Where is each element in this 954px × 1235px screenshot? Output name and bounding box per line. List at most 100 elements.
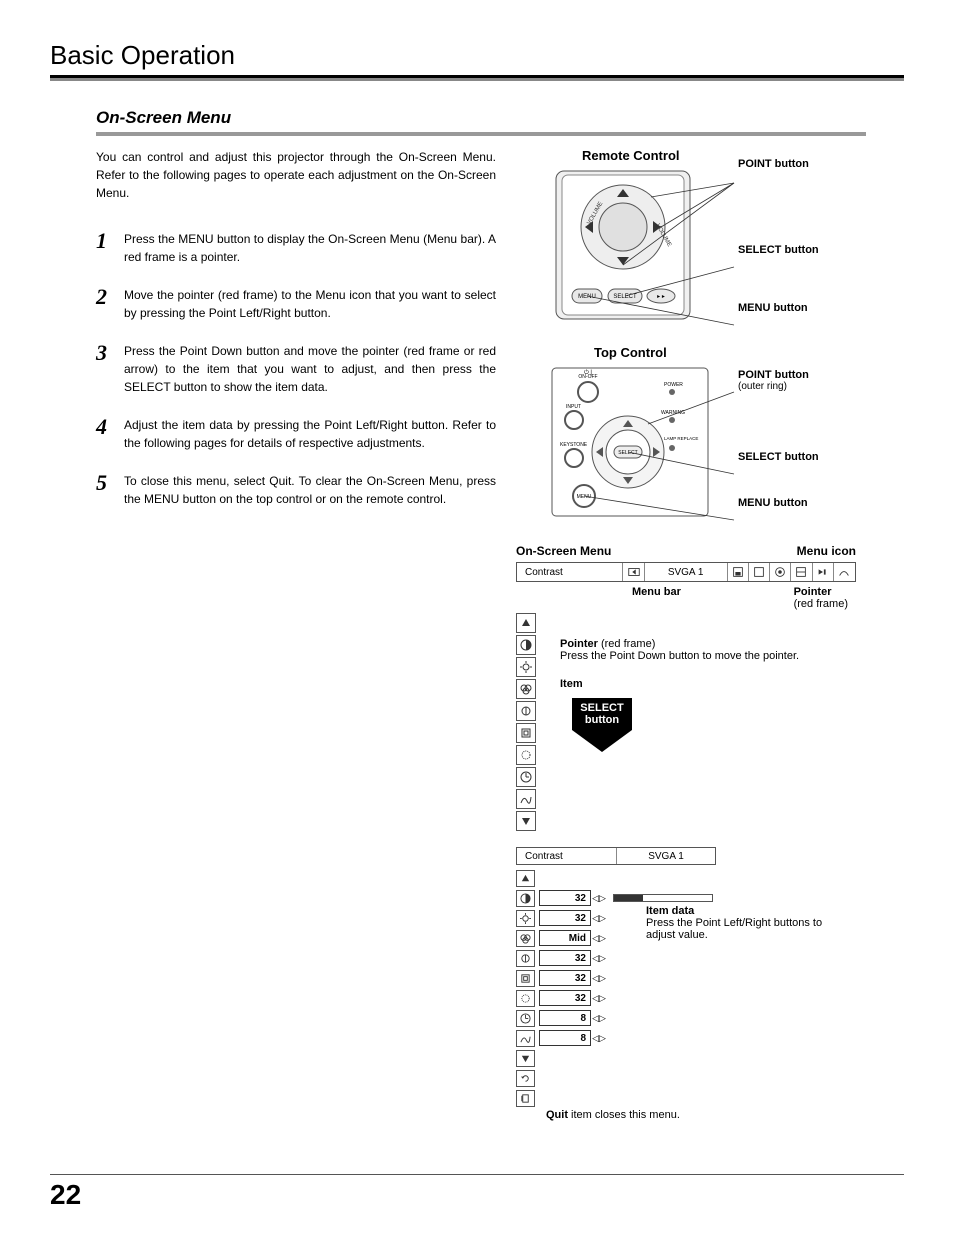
data-row-up [516,869,856,887]
svg-text:INPUT: INPUT [566,404,581,410]
value-box: 32 [539,950,591,966]
spinner-icon: ◁▷ [591,930,607,946]
item-data-text: Press the Point Left/Right buttons to ad… [646,917,822,941]
top-title: Top Control [594,345,856,360]
top-select-label: SELECT button [738,451,819,463]
pointer-note-label: Pointer [560,638,598,650]
svg-text:SELECT: SELECT [618,450,637,456]
side-icon-column [516,613,536,833]
menubar-icon-6 [834,563,855,581]
menu-bar-2: Contrast SVGA 1 [516,847,716,865]
remote-control-diagram: Remote Control VOLUME VOLUME MENU SELECT [516,148,856,327]
step-text: Adjust the item data by pressing the Poi… [124,416,496,452]
contrast-icon [516,635,536,655]
select-button-graphic: SELECT button [572,698,632,730]
value-box: 32 [539,890,591,906]
menubar-icon-4 [791,563,812,581]
svg-text:POWER: POWER [664,382,683,388]
menubar-label: Menu bar [632,586,681,610]
up-icon [516,870,535,887]
contrast-icon [516,890,535,907]
spinner-icon: ◁▷ [591,950,607,966]
value-box: 8 [539,1030,591,1046]
osm-area: On-Screen Menu Menu icon Contrast SVGA 1… [516,544,856,1121]
data-row-hpos: 8◁▷ [516,1029,856,1047]
menubar-icon-1 [728,563,749,581]
step-2: 2 Move the pointer (red frame) to the Me… [96,286,496,322]
section-title: On-Screen Menu [96,108,866,136]
quit-note: Quit item closes this menu. [546,1109,856,1121]
menu-bar: Contrast SVGA 1 [516,562,856,582]
data-row-reset [516,1069,856,1087]
menubar2-mode: SVGA 1 [617,848,715,864]
step-number: 2 [96,286,124,322]
value-box: 8 [539,1010,591,1026]
item-label: Item [560,678,583,690]
step-text: Move the pointer (red frame) to the Menu… [124,286,496,322]
top-control-diagram: Top Control ON-OFF ⏻ | INPUT KEYSTONE PO… [516,345,856,524]
hpos-icon [516,1030,535,1047]
remote-title: Remote Control [582,148,856,163]
value-box: 32 [539,970,591,986]
remote-select-label: SELECT button [738,244,819,256]
menubar-icon-2 [749,563,770,581]
spinner-icon: ◁▷ [591,1010,607,1026]
intro-text: You can control and adjust this projecto… [96,148,496,202]
right-column: Remote Control VOLUME VOLUME MENU SELECT [516,148,856,1121]
item-data-label: Item data [646,905,694,917]
menubar-mode: SVGA 1 [645,563,728,581]
value-box: Mid [539,930,591,946]
spinner-icon: ◁▷ [591,990,607,1006]
step-text: Press the MENU button to display the On-… [124,230,496,266]
data-row-down [516,1049,856,1067]
slider [613,894,713,902]
step-5: 5 To close this menu, select Quit. To cl… [96,472,496,508]
gamma-icon [516,990,535,1007]
remote-menu-label: MENU button [738,302,808,314]
svg-text:▸ ▸: ▸ ▸ [657,294,665,300]
step-3: 3 Press the Point Down button and move t… [96,342,496,396]
up-icon [516,613,536,633]
bright-icon [516,910,535,927]
left-column: You can control and adjust this projecto… [96,148,496,1121]
step-number: 4 [96,416,124,452]
arrow-down-icon [572,730,632,752]
svg-text:SELECT: SELECT [613,294,637,300]
svg-text:⏻ |: ⏻ | [584,369,592,376]
step-text: To close this menu, select Quit. To clea… [124,472,496,508]
page-number: 22 [50,1179,81,1211]
phase-icon [516,767,536,787]
value-box: 32 [539,990,591,1006]
sharp-icon [516,723,536,743]
menubar-icon-3 [770,563,791,581]
osm-header-left: On-Screen Menu [516,544,611,558]
sharp-icon [516,970,535,987]
pointer-note-sub: (red frame) [601,638,655,650]
hpos-icon [516,789,536,809]
svg-text:LAMP REPLACE: LAMP REPLACE [664,436,698,441]
step-number: 1 [96,230,124,266]
brightness-icon [516,657,536,677]
pointer-sublabel: (red frame) [794,598,848,610]
menubar-icon-5 [813,563,834,581]
menubar2-contrast: Contrast [517,848,617,864]
spinner-icon: ◁▷ [591,910,607,926]
pointer-note-text: Press the Point Down button to move the … [560,650,799,662]
pointer-label: Pointer [794,586,832,598]
footer-rule [50,1174,904,1175]
remote-point-label: POINT button [738,158,809,170]
color-icon [516,679,536,699]
top-point-sublabel: (outer ring) [738,381,809,392]
data-row-quit [516,1089,856,1107]
down-icon [516,811,536,831]
step-text: Press the Point Down button and move the… [124,342,496,396]
color-icon [516,930,535,947]
spinner-icon: ◁▷ [591,970,607,986]
data-row-gamma: 32◁▷ [516,989,856,1007]
svg-text:KEYSTONE: KEYSTONE [560,442,588,448]
spinner-icon: ◁▷ [591,890,607,906]
data-row-phase: 8◁▷ [516,1009,856,1027]
down-icon [516,1050,535,1067]
quit-icon [516,1090,535,1107]
gamma-icon [516,745,536,765]
